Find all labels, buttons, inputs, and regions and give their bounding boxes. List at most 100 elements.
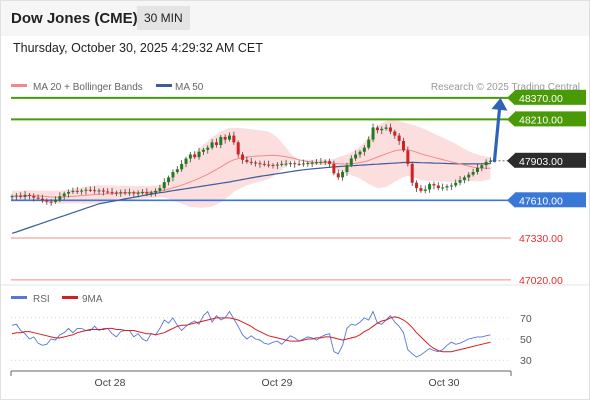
candle-body bbox=[362, 147, 366, 152]
level-tag bbox=[515, 111, 586, 127]
candle-body bbox=[210, 142, 214, 148]
candle-body bbox=[415, 182, 419, 189]
candle-body bbox=[10, 196, 14, 198]
candle-body bbox=[36, 197, 40, 199]
candle-body bbox=[45, 200, 49, 202]
candle-body bbox=[301, 163, 305, 165]
candle-body bbox=[449, 185, 453, 187]
candle-body bbox=[132, 192, 136, 194]
candle-body bbox=[201, 149, 205, 152]
candle-body bbox=[275, 164, 279, 166]
candle-body bbox=[371, 127, 375, 140]
candle-body bbox=[428, 184, 432, 190]
candle-body bbox=[67, 191, 71, 194]
candle-body bbox=[445, 186, 449, 188]
candle-body bbox=[480, 165, 484, 168]
candle-body bbox=[267, 164, 271, 166]
level-tag-pointer bbox=[507, 192, 515, 208]
level-tag bbox=[515, 152, 586, 168]
candle-body bbox=[262, 163, 266, 165]
candle-body bbox=[258, 163, 262, 165]
candle-body bbox=[167, 177, 171, 183]
ma50-legend-label: MA 50 bbox=[175, 82, 204, 93]
forecast-arrow-head bbox=[491, 97, 508, 111]
candle-body bbox=[423, 189, 427, 191]
rsi-legend-swatch bbox=[11, 296, 27, 299]
candle-body bbox=[410, 163, 414, 183]
candle-body bbox=[454, 182, 458, 186]
candle-body bbox=[375, 127, 379, 131]
candle-body bbox=[19, 195, 23, 197]
candle-body bbox=[280, 163, 284, 165]
candle-body bbox=[332, 163, 336, 174]
candle-body bbox=[328, 161, 332, 164]
candle-body bbox=[219, 136, 223, 146]
timeframe-badge[interactable]: 30 MIN bbox=[137, 6, 190, 30]
ma20-legend-label: MA 20 + Bollinger Bands bbox=[33, 82, 143, 93]
candle-body bbox=[271, 164, 275, 166]
candle-body bbox=[141, 192, 144, 194]
timestamp: Thursday, October 30, 2025 4:29:32 AM CE… bbox=[13, 41, 263, 55]
candle-body bbox=[484, 161, 488, 166]
ma9-legend-swatch bbox=[62, 296, 78, 299]
candle-body bbox=[27, 194, 31, 196]
rsi-tick-label: 50 bbox=[520, 334, 532, 346]
candle-body bbox=[419, 188, 423, 191]
candle-body bbox=[54, 199, 57, 202]
candle-body bbox=[32, 195, 36, 198]
candle-body bbox=[319, 161, 323, 163]
candle-body bbox=[288, 163, 292, 165]
candle-body bbox=[119, 192, 123, 194]
candle-body bbox=[436, 185, 440, 189]
candle-body bbox=[432, 184, 436, 186]
candle-body bbox=[236, 142, 240, 155]
ma9-line bbox=[11, 316, 491, 353]
candle-body bbox=[284, 163, 288, 165]
candle-body bbox=[101, 190, 105, 192]
candle-body bbox=[171, 171, 175, 178]
candle-body bbox=[145, 192, 149, 194]
ma20-legend-swatch bbox=[11, 84, 27, 87]
candle-body bbox=[123, 192, 127, 194]
candle-body bbox=[241, 154, 245, 160]
candle-body bbox=[97, 190, 101, 192]
candle-body bbox=[306, 163, 310, 165]
level-tag-pointer bbox=[507, 90, 515, 106]
candle-body bbox=[223, 136, 227, 140]
candle-body bbox=[106, 191, 110, 193]
candle-body bbox=[367, 139, 371, 148]
candle-body bbox=[249, 161, 253, 163]
candle-body bbox=[458, 180, 462, 183]
rsi-legend-label: RSI bbox=[33, 294, 50, 305]
candle-body bbox=[214, 142, 218, 146]
candle-body bbox=[254, 162, 258, 164]
x-tick-label: Oct 30 bbox=[429, 377, 460, 389]
candle-body bbox=[232, 135, 236, 143]
candle-body bbox=[402, 140, 405, 151]
x-tick-label: Oct 29 bbox=[262, 377, 293, 389]
ma20-line bbox=[11, 149, 491, 198]
candle-body bbox=[184, 158, 188, 164]
candle-body bbox=[71, 190, 75, 192]
candle-body bbox=[323, 161, 327, 163]
chart-header: Dow Jones (CME) 30 MIN bbox=[0, 0, 590, 36]
candle-body bbox=[441, 187, 445, 189]
candle-body bbox=[75, 190, 79, 192]
candle-body bbox=[114, 192, 118, 194]
candle-body bbox=[188, 154, 192, 159]
candle-body bbox=[380, 128, 384, 131]
level-label: 47610.00 bbox=[519, 195, 563, 207]
candle-body bbox=[349, 158, 353, 166]
candle-body bbox=[293, 163, 297, 165]
candle-body bbox=[197, 151, 201, 158]
candle-body bbox=[88, 189, 92, 191]
candle-body bbox=[341, 171, 345, 178]
candle-body bbox=[62, 193, 66, 197]
candle-body bbox=[58, 196, 62, 200]
candle-body bbox=[297, 163, 301, 165]
candle-body bbox=[80, 190, 84, 192]
candle-body bbox=[384, 127, 388, 129]
candle-body bbox=[467, 174, 471, 178]
candle-body bbox=[388, 127, 392, 132]
